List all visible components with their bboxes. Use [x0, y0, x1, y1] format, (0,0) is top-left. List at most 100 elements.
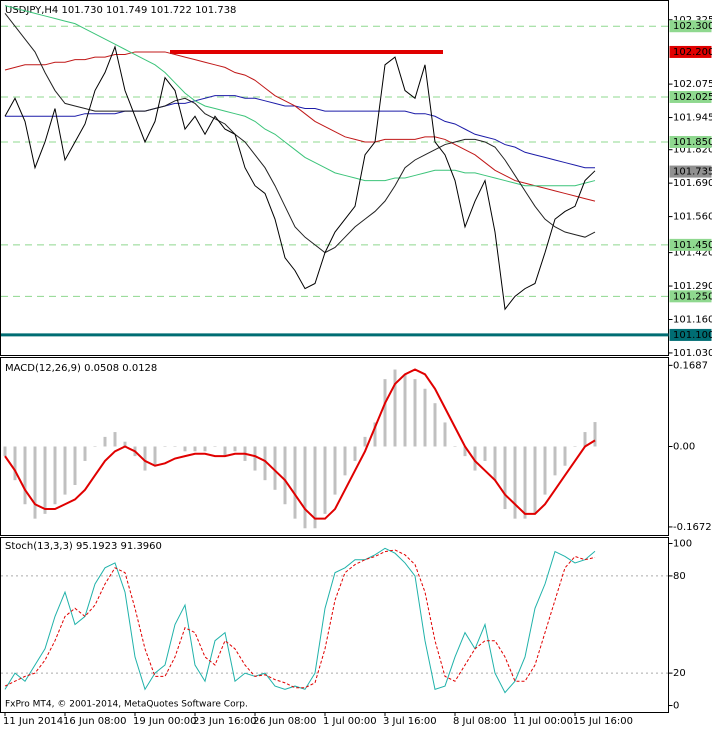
- histogram-bar: [523, 446, 527, 519]
- histogram-bar: [333, 446, 337, 495]
- series-line: [5, 95, 595, 169]
- histogram-bar: [283, 446, 287, 505]
- histogram-bar: [263, 446, 267, 481]
- level-box: [669, 135, 712, 148]
- histogram-bar: [173, 446, 177, 447]
- y-tick-label: 101.820: [673, 145, 712, 156]
- histogram-bar: [413, 379, 417, 447]
- x-tick-label: 11 Jun 2014: [3, 716, 63, 727]
- histogram-bar: [33, 446, 37, 519]
- histogram-bar: [223, 446, 227, 457]
- y-tick-label: 101.160: [673, 314, 712, 325]
- y-tick-label: 101.030: [673, 348, 712, 359]
- y-tick-label: 101.690: [673, 178, 712, 189]
- histogram-bar: [213, 446, 217, 447]
- histogram-bar: [143, 446, 147, 471]
- stoch-pane: [0, 537, 669, 713]
- y-tick-label: 101.945: [673, 113, 712, 124]
- series-line: [4, 368, 596, 520]
- histogram-bar: [443, 422, 447, 447]
- series-line: [4, 45, 596, 311]
- y-tick-label: 101.420: [673, 248, 712, 259]
- histogram-bar: [193, 446, 197, 452]
- histogram-bar: [513, 446, 517, 519]
- price-title: USDJPY,H4 101.730 101.749 101.722 101.73…: [5, 5, 236, 16]
- histogram-bar: [303, 446, 307, 529]
- x-tick-label: 1 Jul 00:00: [323, 716, 377, 727]
- histogram-bar: [483, 446, 487, 461]
- y-tick-label: 20: [673, 668, 686, 679]
- series-line: [4, 51, 596, 202]
- histogram-bar: [83, 446, 87, 461]
- histogram-bar: [3, 446, 7, 457]
- level-label: 102.300: [673, 21, 712, 32]
- histogram-bar: [313, 446, 317, 529]
- histogram-bar: [583, 432, 587, 447]
- histogram-bar: [293, 446, 297, 519]
- histogram-bar: [463, 446, 467, 457]
- x-tick-label: 11 Jul 00:00: [513, 716, 573, 727]
- histogram-bar: [113, 432, 117, 447]
- histogram-bar: [23, 446, 27, 505]
- y-tick-label: 100: [673, 538, 692, 549]
- histogram-bar: [323, 446, 327, 514]
- y-tick-label: 0: [673, 701, 679, 712]
- histogram-bar: [423, 388, 427, 447]
- level-label: 101.250: [673, 291, 712, 302]
- x-tick-label: 15 Jul 16:00: [573, 716, 633, 727]
- histogram-bar: [43, 446, 47, 514]
- level-label: 101.735: [673, 167, 712, 178]
- histogram-bar: [383, 379, 387, 447]
- histogram-bar: [373, 422, 377, 447]
- level-box: [669, 290, 712, 303]
- series-line: [4, 13, 596, 254]
- x-tick-label: 23 Jun 16:00: [193, 716, 257, 727]
- histogram-bar: [233, 446, 237, 452]
- histogram-bar: [563, 446, 567, 466]
- histogram-bar: [433, 403, 437, 447]
- price-pane: [0, 0, 669, 356]
- level-box: [669, 20, 712, 33]
- histogram-bar: [473, 446, 477, 471]
- histogram-bar: [103, 436, 107, 447]
- level-label: 101.850: [673, 137, 712, 148]
- histogram-bar: [13, 446, 17, 481]
- y-tick-label: 0.1687: [673, 360, 708, 371]
- histogram-bar: [93, 446, 97, 447]
- histogram-bar: [393, 369, 397, 447]
- x-tick-label: 8 Jul 08:00: [453, 716, 507, 727]
- histogram-bar: [363, 436, 367, 447]
- series-line: [4, 549, 596, 689]
- level-label: 102.025: [673, 92, 712, 103]
- histogram-bar: [593, 422, 597, 447]
- histogram-bar: [63, 446, 67, 495]
- x-tick-label: 26 Jun 08:00: [253, 716, 317, 727]
- level-box: [669, 45, 712, 58]
- histogram-bar: [253, 446, 257, 471]
- histogram-bar: [73, 446, 77, 485]
- y-tick-label: 80: [673, 571, 686, 582]
- histogram-bar: [503, 446, 507, 510]
- level-label: 101.100: [673, 330, 712, 341]
- histogram-bar: [163, 446, 167, 447]
- level-box: [669, 238, 712, 251]
- histogram-bar: [53, 446, 57, 505]
- histogram-bar: [403, 374, 407, 447]
- x-tick-label: 3 Jul 16:00: [383, 716, 437, 727]
- y-tick-label: 101.290: [673, 281, 712, 292]
- copyright: FxPro MT4, © 2001-2014, MetaQuotes Softw…: [5, 700, 248, 710]
- stoch-title: Stoch(13,3,3) 95.1923 91.3960: [5, 541, 162, 552]
- histogram-bar: [453, 446, 457, 447]
- histogram-bar: [123, 441, 127, 447]
- level-box: [669, 90, 712, 103]
- x-tick-label: 19 Jun 00:00: [133, 716, 197, 727]
- x-tick-label: 16 Jun 08:00: [63, 716, 127, 727]
- macd-title: MACD(12,26,9) 0.0508 0.0128: [5, 363, 157, 374]
- histogram-bar: [153, 446, 157, 466]
- histogram-bar: [493, 446, 497, 481]
- histogram-bar: [343, 446, 347, 476]
- level-label: 101.450: [673, 240, 712, 251]
- y-tick-label: -0.1672: [673, 522, 712, 533]
- histogram-bar: [203, 446, 207, 452]
- y-tick-label: 0.00: [673, 442, 695, 453]
